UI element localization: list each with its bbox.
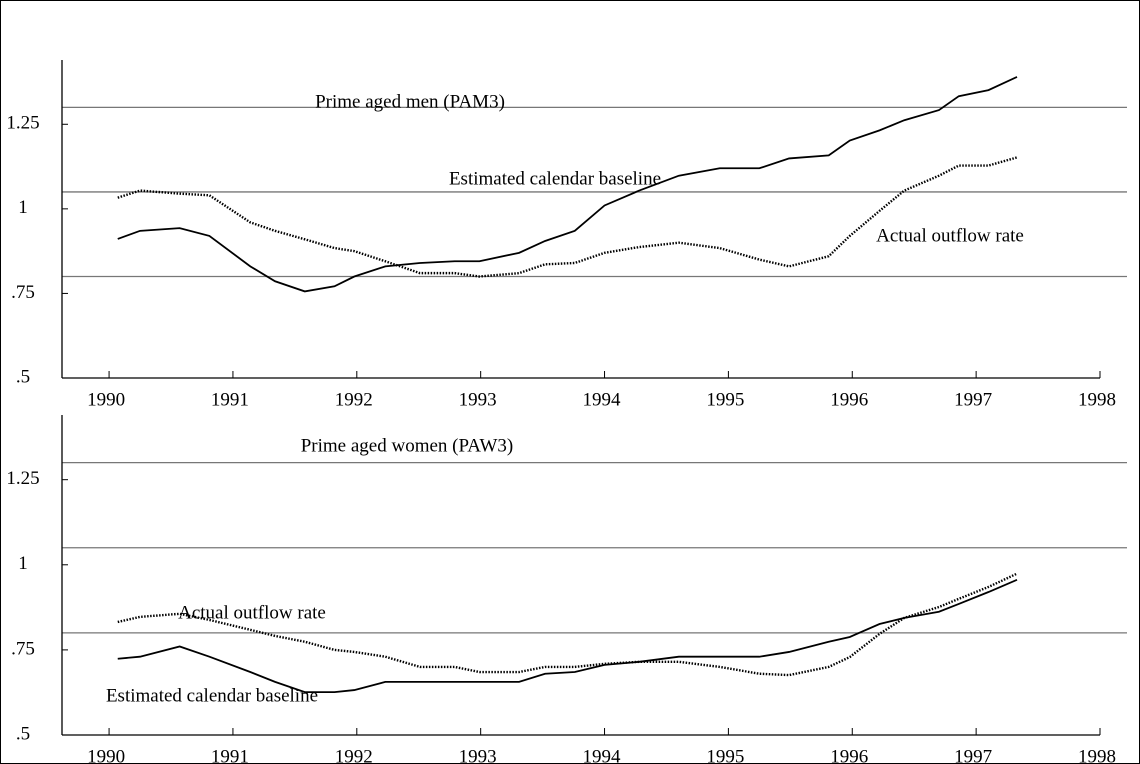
x-tick-label: 1997 (954, 389, 992, 410)
y-tick-label: .5 (16, 723, 30, 744)
x-tick-label: 1990 (87, 389, 125, 410)
series-label: Estimated calendar baseline (106, 685, 318, 706)
series-label: Actual outflow rate (178, 602, 326, 623)
x-tick-label: 1993 (459, 389, 497, 410)
x-tick-label: 1994 (583, 389, 622, 410)
x-tick-label: 1995 (706, 746, 744, 764)
series-line (117, 578, 1018, 694)
panel-title: Prime aged women (PAW3) (301, 435, 514, 456)
x-tick-label: 1996 (830, 389, 868, 410)
y-tick-label: .75 (11, 638, 35, 659)
series-label: Estimated calendar baseline (449, 168, 661, 189)
x-tick-label: 1998 (1078, 389, 1116, 410)
x-tick-label: 1990 (87, 746, 125, 764)
y-tick-label: 1.25 (6, 113, 39, 134)
x-tick-label: 1991 (211, 746, 249, 764)
x-tick-label: 1992 (335, 746, 373, 764)
x-tick-label: 1998 (1078, 746, 1116, 764)
y-tick-label: .5 (16, 366, 30, 387)
x-tick-label: 1995 (706, 389, 744, 410)
x-tick-label: 1993 (459, 746, 497, 764)
y-tick-label: .75 (11, 282, 35, 303)
y-tick-label: 1 (18, 553, 28, 574)
y-tick-label: 1 (18, 197, 28, 218)
series-label: Actual outflow rate (876, 225, 1024, 246)
panel-title: Prime aged men (PAM3) (315, 91, 505, 112)
y-tick-label: 1.25 (6, 468, 39, 489)
x-tick-label: 1996 (830, 746, 868, 764)
series-line (117, 76, 1018, 293)
series-line (117, 572, 1018, 677)
x-tick-label: 1994 (583, 746, 622, 764)
x-tick-label: 1991 (211, 389, 249, 410)
x-tick-label: 1997 (954, 746, 992, 764)
x-tick-label: 1992 (335, 389, 373, 410)
